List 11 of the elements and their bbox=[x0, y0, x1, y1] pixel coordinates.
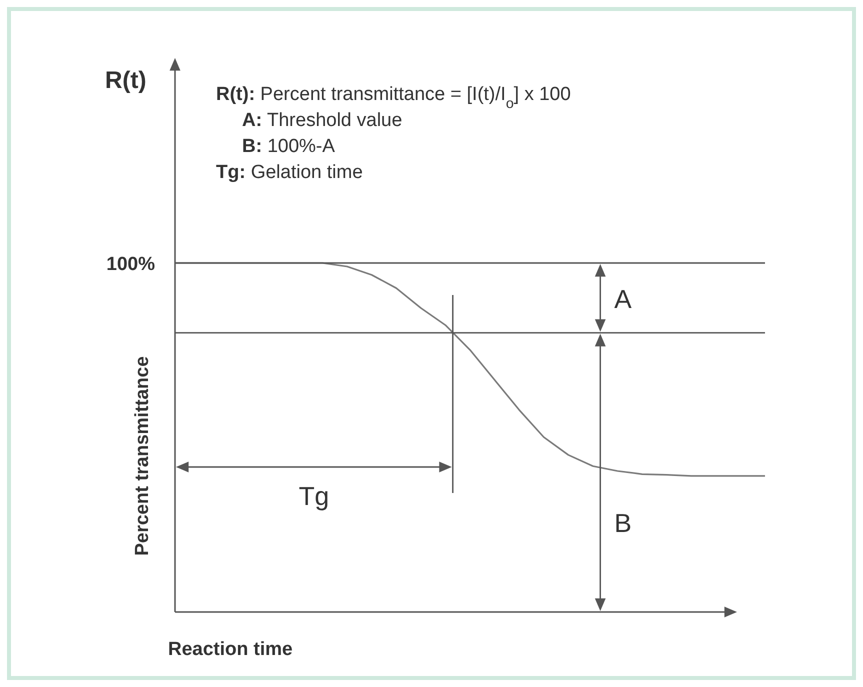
text: R(t) bbox=[105, 67, 146, 94]
annotation: Tg bbox=[298, 481, 330, 511]
text: Tg: Gelation time bbox=[216, 162, 363, 183]
x-axis-title: Reaction time bbox=[168, 639, 293, 660]
text: R(t): Percent transmittance = [I(t)/I$_{o}$] x 100 bbox=[216, 84, 571, 112]
y-axis-title: Percent transmittance bbox=[132, 356, 153, 556]
ref-line-label: 100% bbox=[106, 254, 156, 275]
annotation: B bbox=[614, 508, 632, 538]
text: A: Threshold value bbox=[242, 110, 402, 131]
annotation: A bbox=[614, 284, 632, 314]
text: B: 100%-A bbox=[242, 136, 336, 157]
